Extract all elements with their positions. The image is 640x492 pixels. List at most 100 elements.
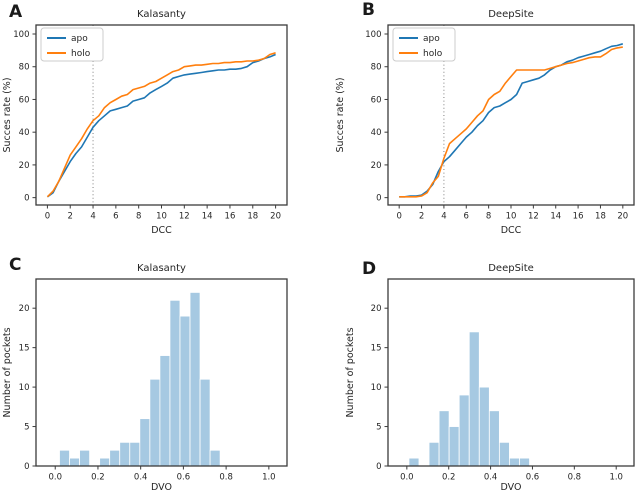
- x-tick-label: 2: [68, 212, 73, 222]
- y-tick-label: 20: [371, 161, 382, 171]
- chart-deepsite-dcc: 0 2 4 6 8 10 12 14 16 18 20 0 20 40 60 80 100 DeepSite DCC…: [335, 9, 635, 236]
- histogram-bar: [199, 378, 211, 467]
- y-tick-label: 80: [371, 63, 382, 73]
- histogram-bar: [458, 394, 470, 467]
- x-tick-label: 0.2: [91, 473, 105, 483]
- y-tick-label: 0: [24, 462, 29, 472]
- histogram-bar: [488, 410, 500, 467]
- y-tick-label: 5: [376, 423, 381, 433]
- panel-b: B 0 2 4 6 8 10 12 14 16 18 20 0 20 40 60 80 100 DeepSite D…: [320, 0, 640, 246]
- histogram-bar: [99, 457, 111, 467]
- histogram-bar: [109, 449, 121, 467]
- chart-kalasanty-dvo-histogram: 0.0 0.2 0.4 0.6 0.8 1.0 0 5 10 15 20 Kalasanty DVO Nu…: [2, 263, 288, 492]
- x-tick-label: 8: [136, 212, 141, 222]
- chart-deepsite-dvo-histogram: 0.0 0.2 0.4 0.6 0.8 1.0 0 5 10 15 20 DeepSite DVO Num…: [345, 263, 635, 492]
- histogram-bar: [408, 457, 420, 467]
- histogram-bar: [169, 299, 181, 467]
- y-tick-label: 100: [365, 30, 381, 40]
- chart-title: Kalasanty: [137, 9, 186, 20]
- x-tick-label: 0.0: [48, 473, 62, 483]
- histogram-bar: [519, 457, 530, 467]
- histogram-bar: [189, 292, 201, 467]
- x-tick-label: 12: [179, 212, 190, 222]
- y-tick-label: 0: [24, 194, 29, 204]
- y-tick-label: 60: [19, 95, 30, 105]
- x-axis-label: DCC: [501, 225, 522, 236]
- histogram-bar: [149, 378, 161, 467]
- panel-letter-b: B: [362, 0, 375, 20]
- x-tick-label: 0.8: [219, 473, 233, 483]
- x-tick-label: 0: [45, 212, 50, 222]
- histogram-bar: [79, 449, 91, 467]
- y-tick-label: 10: [371, 383, 382, 393]
- panel-letter-c: C: [9, 255, 22, 275]
- x-tick-label: 16: [573, 212, 584, 222]
- y-axis-label: Number of pockets: [345, 327, 356, 417]
- x-tick-label: 2: [419, 212, 424, 222]
- panel-c: C 0.0 0.2 0.4 0.6 0.8 1.0 0 5 10 15 20 Kalasanty DVO…: [0, 246, 320, 492]
- x-tick-label: 6: [464, 212, 469, 222]
- series-line-apo: [46, 53, 276, 198]
- y-tick-label: 10: [19, 383, 30, 393]
- x-tick-label: 0.0: [400, 473, 414, 483]
- plot-spines: [387, 278, 635, 467]
- x-tick-label: 18: [595, 212, 606, 222]
- y-axis-label: Number of pockets: [2, 327, 13, 417]
- x-tick-label: 4: [441, 212, 446, 222]
- x-tick-label: 0.6: [177, 473, 191, 483]
- chart-title: DeepSite: [488, 263, 534, 274]
- x-tick-label: 20: [617, 212, 628, 222]
- y-tick-label: 20: [19, 304, 30, 314]
- x-tick-label: 0.8: [568, 473, 582, 483]
- y-tick-label: 40: [371, 128, 382, 138]
- y-tick-label: 5: [24, 423, 29, 433]
- panel-d: D 0.0 0.2 0.4 0.6 0.8 1.0 0 5 10 15 20 DeepSite DVO N…: [320, 246, 640, 492]
- y-tick-label: 15: [371, 344, 382, 354]
- y-tick-label: 40: [19, 128, 30, 138]
- x-tick-label: 20: [270, 212, 281, 222]
- plot-spines: [35, 278, 288, 467]
- x-axis-label: DCC: [151, 225, 172, 236]
- histogram-bar: [209, 449, 221, 467]
- y-tick-label: 20: [371, 304, 382, 314]
- x-tick-label: 16: [225, 212, 236, 222]
- x-tick-label: 18: [247, 212, 258, 222]
- y-tick-label: 20: [19, 161, 30, 171]
- histogram-bar: [69, 457, 80, 467]
- x-tick-label: 14: [202, 212, 213, 222]
- x-tick-label: 0.4: [134, 473, 148, 483]
- panel-a: A 0 2 4 6 8 10 12 14 16 18 20 0 20 40 60 80 100 Kalasanty…: [0, 0, 320, 246]
- series-line-holo: [399, 46, 623, 198]
- x-axis-label: DVO: [501, 482, 522, 492]
- histogram-bar: [59, 449, 70, 467]
- series-line-apo: [399, 43, 624, 198]
- y-tick-label: 100: [13, 30, 29, 40]
- histogram-bar: [478, 386, 490, 467]
- y-tick-label: 60: [371, 95, 382, 105]
- y-tick-label: 0: [376, 194, 381, 204]
- x-tick-label: 4: [90, 212, 95, 222]
- y-tick-label: 0: [376, 462, 381, 472]
- x-tick-label: 6: [113, 212, 118, 222]
- x-tick-label: 1.0: [262, 473, 276, 483]
- x-tick-label: 0.6: [526, 473, 540, 483]
- y-axis-label: Succes rate (%): [2, 77, 13, 152]
- legend-label-apo: apo: [71, 34, 88, 44]
- histogram-bar: [498, 441, 510, 467]
- histogram-bar: [448, 426, 460, 467]
- histogram-bar: [119, 441, 131, 467]
- y-tick-label: 15: [19, 344, 30, 354]
- x-tick-label: 8: [486, 212, 491, 222]
- series-line-holo: [46, 52, 276, 198]
- y-axis-label: Succes rate (%): [335, 77, 346, 152]
- x-tick-label: 10: [156, 212, 167, 222]
- chart-kalasanty-dcc: 0 2 4 6 8 10 12 14 16 18 20 0 20 40 60 80 100 Kalasanty DC…: [2, 9, 288, 236]
- x-axis-label: DVO: [151, 482, 172, 492]
- legend-label-holo: holo: [423, 49, 443, 59]
- x-tick-label: 12: [528, 212, 539, 222]
- legend-label-holo: holo: [71, 49, 91, 59]
- x-tick-label: 0.2: [442, 473, 456, 483]
- histogram-bar: [428, 441, 440, 467]
- chart-title: DeepSite: [488, 9, 534, 20]
